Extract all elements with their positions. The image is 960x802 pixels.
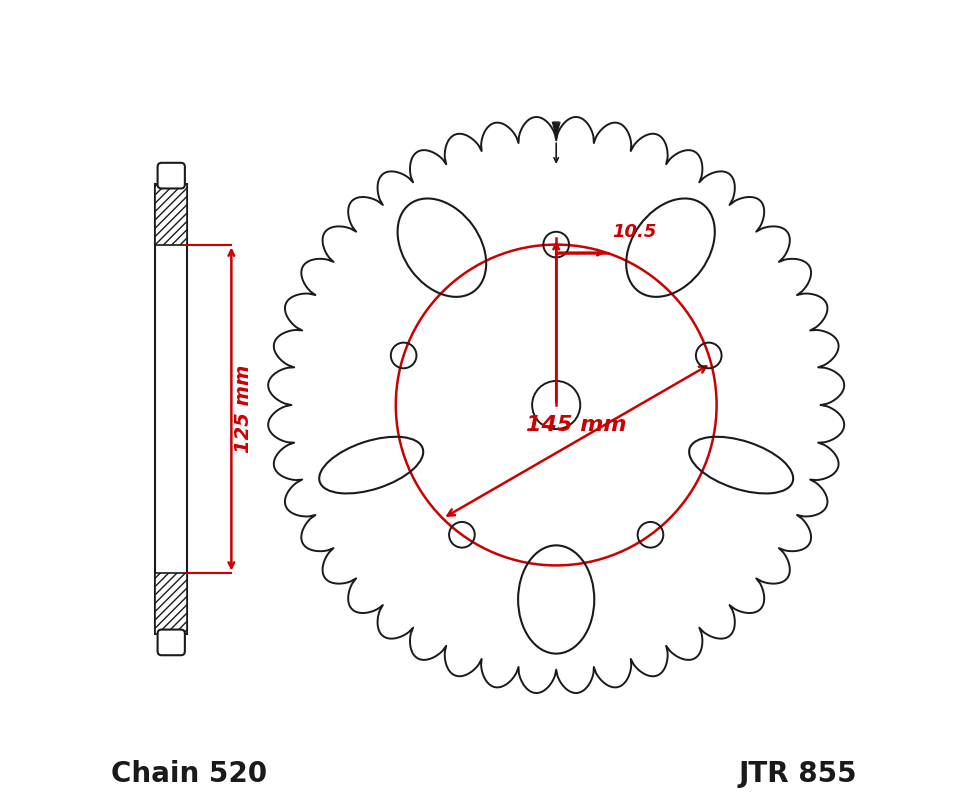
Text: 10.5: 10.5 <box>612 223 657 241</box>
Text: 125 mm: 125 mm <box>234 365 252 453</box>
FancyBboxPatch shape <box>157 630 185 655</box>
Bar <box>156 184 187 634</box>
Text: Chain 520: Chain 520 <box>111 760 267 788</box>
FancyBboxPatch shape <box>157 163 185 188</box>
Text: JTR 855: JTR 855 <box>738 760 857 788</box>
Text: 145 mm: 145 mm <box>526 415 627 435</box>
Bar <box>156 184 187 245</box>
Bar <box>156 573 187 634</box>
